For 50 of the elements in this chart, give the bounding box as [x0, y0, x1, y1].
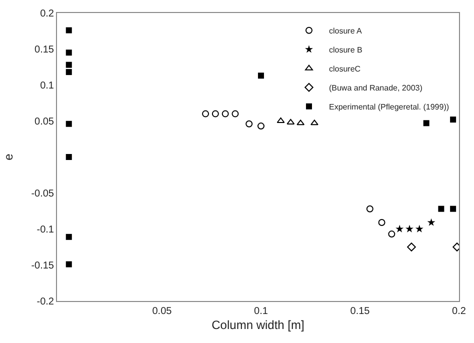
point — [222, 110, 229, 118]
point — [66, 50, 72, 56]
x-tick-label: 0.15 — [350, 306, 370, 317]
point — [66, 261, 72, 268]
point — [296, 120, 305, 126]
point — [66, 62, 72, 68]
point — [450, 116, 456, 123]
x-tick-label: 0.1 — [254, 306, 268, 317]
point — [66, 154, 72, 160]
point — [366, 205, 374, 212]
point — [66, 234, 72, 240]
y-tick-label: -0.2 — [36, 296, 54, 308]
y-tick-label: 0.05 — [34, 116, 54, 128]
legend-label: (Buwa and Ranade, 2003) — [328, 84, 423, 92]
point — [232, 110, 239, 118]
legend-label: closure A — [328, 26, 363, 36]
legend-label: closureC — [328, 64, 361, 74]
point — [286, 118, 295, 124]
point — [438, 206, 444, 212]
point — [257, 122, 264, 130]
point — [407, 242, 416, 252]
y-tick-label: -0.05 — [31, 188, 54, 200]
point — [450, 206, 456, 212]
point — [423, 120, 430, 126]
point — [66, 27, 72, 34]
point — [406, 224, 414, 232]
y-tick-label: 0.15 — [34, 44, 54, 56]
point — [427, 218, 436, 226]
y-tick-label: 0.1 — [40, 80, 54, 92]
x-axis-title: Column width [m] — [212, 318, 304, 332]
point — [258, 72, 264, 79]
x-tick-label: 0.05 — [152, 306, 172, 317]
point — [452, 242, 459, 252]
legend-label: Experimental (Pflegeretal. (1999)) — [328, 102, 450, 112]
point — [212, 110, 219, 118]
legend-label: closure B — [328, 46, 362, 54]
point — [378, 219, 386, 226]
point — [310, 120, 318, 126]
point — [66, 120, 72, 127]
y-tick-label: -0.15 — [31, 260, 54, 272]
point — [396, 224, 404, 232]
y-tick-label: -0.1 — [36, 224, 54, 236]
x-tick-label: 0.2 — [452, 306, 466, 317]
point — [415, 224, 424, 232]
point — [202, 110, 210, 118]
y-tick-label: 0.2 — [40, 8, 54, 20]
point — [246, 120, 253, 128]
point — [388, 230, 396, 238]
point — [66, 69, 72, 76]
y-axis-title: e — [2, 153, 16, 160]
